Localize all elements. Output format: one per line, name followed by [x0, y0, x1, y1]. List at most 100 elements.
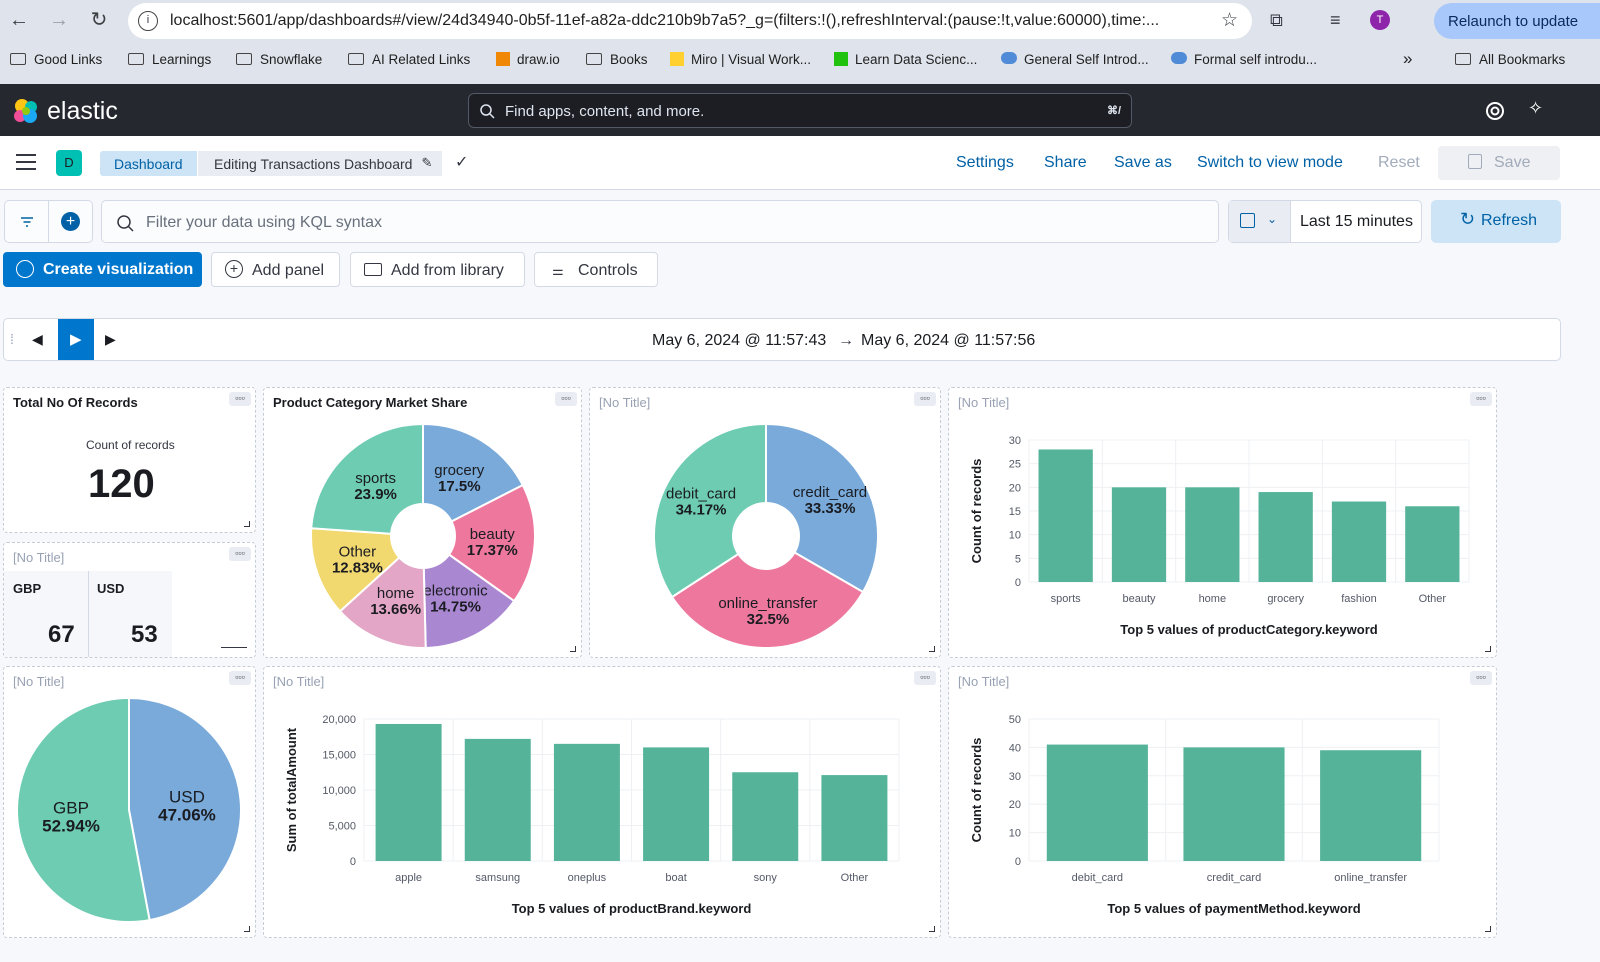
bookmark-ai-links[interactable]: AI Related Links: [348, 52, 470, 67]
global-search[interactable]: Find apps, content, and more. ⌘/: [468, 93, 1132, 128]
chevron-down-icon: ⌄: [1267, 212, 1278, 226]
next-icon[interactable]: ▶: [105, 331, 116, 347]
x-tick-label: Other: [1419, 593, 1447, 605]
breadcrumb-current: Editing Transactions Dashboard ✎: [198, 151, 443, 176]
resize-handle-icon[interactable]: [1485, 926, 1491, 932]
previous-icon[interactable]: ◀: [32, 331, 43, 347]
drawio-icon: [496, 52, 510, 66]
x-tick-label: Other: [841, 872, 869, 884]
save-button[interactable]: Save: [1438, 146, 1560, 180]
resize-handle-icon[interactable]: [1485, 646, 1491, 652]
bookmark-snowflake[interactable]: Snowflake: [236, 52, 322, 67]
star-icon[interactable]: ☆: [1220, 10, 1238, 31]
bookmark-drawio[interactable]: draw.io: [496, 52, 560, 67]
extensions-icon[interactable]: ⧉: [1270, 10, 1283, 30]
bookmark-good-links[interactable]: Good Links: [10, 52, 102, 67]
reset-link[interactable]: Reset: [1378, 154, 1420, 171]
bookmark-general-intro[interactable]: General Self Introd...: [1001, 52, 1149, 67]
switch-view-mode-link[interactable]: Switch to view mode: [1197, 154, 1343, 171]
kql-search-input[interactable]: Filter your data using KQL syntax: [101, 200, 1219, 243]
site-info-icon[interactable]: i: [138, 11, 158, 31]
add-filter-icon[interactable]: +: [61, 212, 80, 231]
pie-slice-beauty: [421, 483, 536, 603]
back-icon[interactable]: ←: [9, 9, 29, 31]
address-bar[interactable]: i localhost:5601/app/dashboards#/view/24…: [128, 3, 1252, 39]
time-range-label[interactable]: Last 15 minutes: [1300, 213, 1413, 230]
panel-options-icon[interactable]: ▫▫▫: [229, 671, 251, 685]
play-button[interactable]: ▶: [58, 319, 94, 360]
space-avatar[interactable]: D: [56, 150, 82, 176]
bookmark-formal-intro[interactable]: Formal self introdu...: [1171, 52, 1317, 67]
create-visualization-button[interactable]: Create visualization: [3, 252, 202, 287]
people-icon: [1171, 52, 1187, 64]
x-tick-label: samsung: [475, 872, 520, 884]
resize-handle-icon[interactable]: [244, 926, 250, 932]
bar-grocery: [1258, 492, 1313, 582]
y-tick-label: 10: [1009, 828, 1021, 840]
resize-handle-icon[interactable]: [929, 646, 935, 652]
bookmark-learnings[interactable]: Learnings: [128, 52, 211, 67]
panel-options-icon[interactable]: ▫▫▫: [229, 547, 251, 561]
url-text: localhost:5601/app/dashboards#/view/24d3…: [170, 12, 1160, 29]
slice-label: home: [377, 585, 415, 602]
resize-handle-icon[interactable]: [221, 646, 247, 648]
controls-icon: ⚌: [552, 263, 564, 278]
pie-slice-sports: [310, 422, 424, 538]
pencil-icon[interactable]: ✎: [421, 155, 433, 170]
x-axis-label: Top 5 values of paymentMethod.keyword: [1107, 901, 1360, 916]
filter-menu-button[interactable]: [5, 201, 49, 242]
panel-currency-metric: [No Title] ▫▫▫ GBP 67 USD 53: [3, 542, 256, 658]
save-as-link[interactable]: Save as: [1114, 154, 1172, 171]
all-bookmarks[interactable]: All Bookmarks: [1455, 52, 1565, 67]
x-tick-label: credit_card: [1207, 872, 1261, 884]
slice-label: credit_card: [793, 484, 867, 501]
bar-sony: [732, 772, 799, 861]
x-tick-label: beauty: [1122, 593, 1156, 605]
panel-options-icon[interactable]: ▫▫▫: [229, 392, 251, 406]
media-icon[interactable]: ≡: [1330, 10, 1341, 30]
resize-handle-icon[interactable]: [244, 521, 250, 527]
panel-options-icon[interactable]: ▫▫▫: [555, 392, 577, 406]
controls-button[interactable]: ⚌ Controls: [534, 252, 658, 287]
confirm-check-icon[interactable]: ✓: [455, 154, 469, 171]
profile-avatar[interactable]: T: [1370, 10, 1390, 30]
resize-handle-icon[interactable]: [570, 646, 576, 652]
forward-icon[interactable]: →: [49, 9, 69, 31]
panel-options-icon[interactable]: ▫▫▫: [914, 392, 936, 406]
plus-circle-icon: +: [225, 260, 243, 278]
datacamp-icon: [834, 52, 848, 66]
x-tick-label: fashion: [1341, 593, 1376, 605]
settings-link[interactable]: Settings: [956, 154, 1014, 171]
more-bookmarks-icon[interactable]: »: [1403, 49, 1413, 68]
x-tick-label: online_transfer: [1334, 872, 1407, 884]
slice-percent: 47.06%: [158, 806, 216, 825]
add-from-library-button[interactable]: Add from library: [350, 252, 525, 287]
payment-bars-chart: 0 10 20 30 40 50 debit_card credit_card online_t…: [969, 714, 1440, 916]
panel-options-icon[interactable]: ▫▫▫: [914, 671, 936, 685]
slice-percent: 13.66%: [370, 601, 421, 618]
resize-handle-icon[interactable]: [929, 926, 935, 932]
refresh-button[interactable]: ↻ Refresh: [1431, 200, 1561, 243]
panel-options-icon[interactable]: ▫▫▫: [1470, 671, 1492, 685]
elastic-logo-icon[interactable]: [12, 97, 40, 125]
bookmark-miro[interactable]: Miro | Visual Work...: [670, 52, 811, 67]
quick-menu-button[interactable]: ⌄: [1229, 201, 1291, 242]
reload-icon[interactable]: ↻: [90, 9, 108, 31]
bookmark-books[interactable]: Books: [586, 52, 648, 67]
date-picker[interactable]: ⌄ Last 15 minutes: [1228, 200, 1422, 243]
news-feed-icon[interactable]: ✧: [1528, 98, 1544, 118]
breadcrumb-dashboard[interactable]: Dashboard: [100, 151, 197, 176]
panel-options-icon[interactable]: ▫▫▫: [1470, 392, 1492, 406]
bookmark-datascience[interactable]: Learn Data Scienc...: [834, 52, 977, 67]
menu-icon[interactable]: [16, 154, 36, 170]
relaunch-button[interactable]: Relaunch to update: [1434, 3, 1600, 39]
share-link[interactable]: Share: [1044, 154, 1087, 171]
play-icon: ▶: [70, 331, 82, 348]
time-slider-end: May 6, 2024 @ 11:57:56: [861, 332, 1036, 349]
help-icon[interactable]: [1485, 101, 1505, 121]
pie-slice-grocery: [422, 422, 525, 538]
y-tick-label: 0: [1015, 577, 1021, 589]
add-panel-button[interactable]: + Add panel: [211, 252, 340, 287]
drag-handle-icon[interactable]: ⁞: [10, 331, 14, 347]
browser-chrome: ← → ↻ i localhost:5601/app/dashboards#/v…: [0, 0, 1600, 84]
